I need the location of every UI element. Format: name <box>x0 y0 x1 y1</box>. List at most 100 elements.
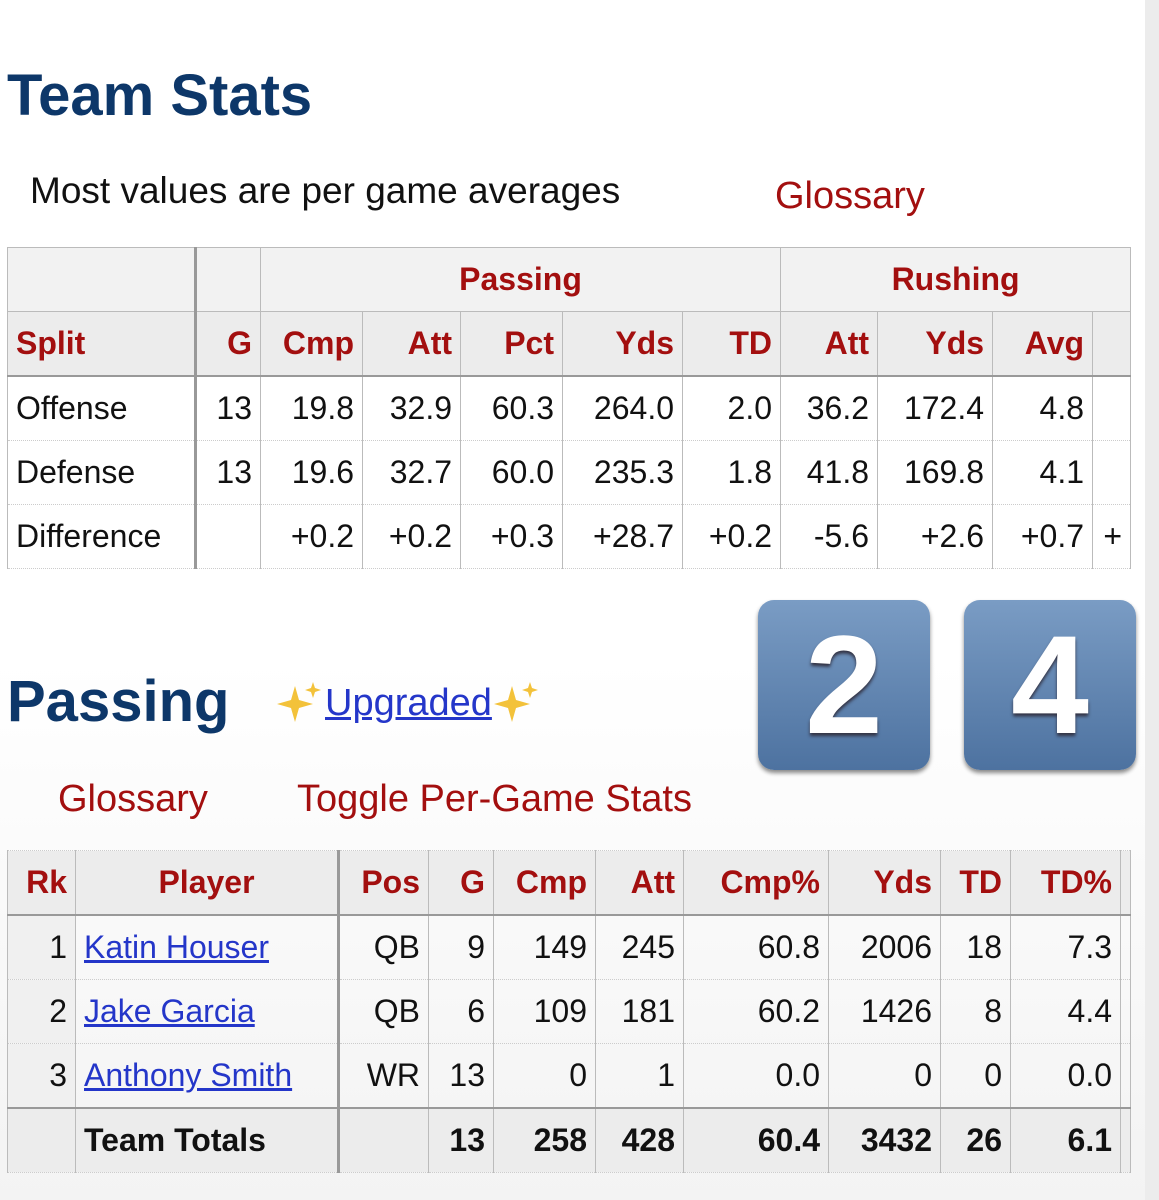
cell: 235.3 <box>562 440 683 505</box>
cell: 2.0 <box>681 375 782 441</box>
header-cell: TD% <box>1010 850 1121 916</box>
cell: +0.2 <box>362 504 461 569</box>
sparkle-icon <box>277 682 321 722</box>
cell: +28.7 <box>562 504 683 569</box>
cell: 60.2 <box>683 979 829 1044</box>
cell: -5.6 <box>780 504 879 569</box>
cell <box>1092 375 1132 441</box>
cell: 19.8 <box>260 375 363 441</box>
data-row: Offense 13 19.8 32.9 60.3 264.0 2.0 36.2 172.4 4.… <box>7 375 1132 441</box>
cell: Defense <box>7 440 197 505</box>
cell <box>1120 979 1131 1044</box>
upgraded-link[interactable]: Upgraded <box>325 681 492 724</box>
header-cell: Pos <box>338 850 429 916</box>
cell: 32.9 <box>362 375 461 441</box>
totals-row: Team Totals 13 258 428 60.4 3432 26 6.1 <box>7 1107 1131 1173</box>
cell: 1 <box>7 914 76 980</box>
cell: 3432 <box>828 1107 941 1173</box>
cell <box>338 1107 429 1173</box>
cell: 169.8 <box>877 440 994 505</box>
data-row: 3 Anthony Smith WR 13 0 1 0.0 0 0 0.0 <box>7 1043 1131 1109</box>
cell: 13 <box>428 1107 494 1173</box>
cell: +2.6 <box>877 504 994 569</box>
cell: +0.2 <box>260 504 363 569</box>
note: Most values are per game averages <box>30 170 621 211</box>
cell: 428 <box>595 1107 684 1173</box>
cell: 8 <box>940 979 1011 1044</box>
cell: 6 <box>428 979 494 1044</box>
cell: 18 <box>940 914 1011 980</box>
sparkle-icon <box>493 682 538 722</box>
cell: 1.8 <box>681 440 782 505</box>
cell <box>195 504 261 569</box>
section-title: Passing <box>7 669 230 734</box>
cell: Offense <box>7 375 197 441</box>
header-cell: G <box>195 311 261 377</box>
cell: 1 <box>595 1043 684 1109</box>
cell: 4.8 <box>992 375 1094 441</box>
player-link[interactable]: Jake Garcia <box>84 993 255 1029</box>
cell: 172.4 <box>877 375 994 441</box>
cell: 60.8 <box>683 914 829 980</box>
header-cell: Cmp <box>260 311 363 377</box>
cell: WR <box>338 1043 429 1109</box>
upgraded: Upgraded <box>275 680 542 726</box>
cell <box>7 1107 76 1173</box>
team-stats-table: Passing Rushing Split G Cmp Att Pct Yds TD Att Y… <box>7 247 1132 569</box>
player-link[interactable]: Anthony Smith <box>84 1057 293 1093</box>
glossary-link[interactable]: Glossary <box>775 175 925 217</box>
cell: 245 <box>595 914 684 980</box>
group-row: Passing Rushing <box>7 247 1132 312</box>
cell <box>1120 1107 1131 1173</box>
header-cell: G <box>428 850 494 916</box>
badge: 2 <box>758 600 930 770</box>
header-cell: Yds <box>562 311 683 377</box>
cell: +0.3 <box>460 504 563 569</box>
header-cell: Player <box>75 850 340 916</box>
header-row: Split G Cmp Att Pct Yds TD Att Yds Avg <box>7 311 1132 377</box>
cell: 4.1 <box>992 440 1094 505</box>
cell: 109 <box>493 979 596 1044</box>
cell: +0.2 <box>681 504 782 569</box>
cell: Difference <box>7 504 197 569</box>
toggle-link[interactable]: Toggle Per-Game Stats <box>297 778 692 820</box>
cell: 181 <box>595 979 684 1044</box>
group-header: Rushing <box>780 247 1132 312</box>
header-cell: Pct <box>460 311 563 377</box>
passing-table: Rk Player Pos G Cmp Att Cmp% Yds TD TD% 1 Katin Hou… <box>7 850 1131 1173</box>
cell: 36.2 <box>780 375 879 441</box>
data-row: 1 Katin Houser QB 9 149 245 60.8 2006 18 7.3 <box>7 914 1131 980</box>
cell <box>7 247 197 312</box>
header-cell: Split <box>7 311 197 377</box>
header-cell <box>1120 850 1131 916</box>
scrollbar <box>1145 0 1159 1200</box>
header-cell: Yds <box>828 850 941 916</box>
header-cell: Att <box>780 311 879 377</box>
header-cell: TD <box>940 850 1011 916</box>
glossary-link[interactable]: Glossary <box>58 778 208 820</box>
cell: 149 <box>493 914 596 980</box>
header-cell: Rk <box>7 850 76 916</box>
cell: 258 <box>493 1107 596 1173</box>
cell: QB <box>338 979 429 1044</box>
badge: 4 <box>964 600 1136 770</box>
cell: +0.7 <box>992 504 1094 569</box>
cell: 0 <box>828 1043 941 1109</box>
cell: 9 <box>428 914 494 980</box>
cell: 1426 <box>828 979 941 1044</box>
player-link[interactable]: Katin Houser <box>84 929 269 965</box>
cell: 264.0 <box>562 375 683 441</box>
cell: 2006 <box>828 914 941 980</box>
cell: 60.0 <box>460 440 563 505</box>
header-row: Rk Player Pos G Cmp Att Cmp% Yds TD TD% <box>7 850 1131 916</box>
cell: 7.3 <box>1010 914 1121 980</box>
cell: 60.4 <box>683 1107 829 1173</box>
cell: 0 <box>493 1043 596 1109</box>
cell <box>1120 914 1131 980</box>
header-cell: Avg <box>992 311 1094 377</box>
cell <box>1092 440 1132 505</box>
cell: 41.8 <box>780 440 879 505</box>
cell: 26 <box>940 1107 1011 1173</box>
cell: 3 <box>7 1043 76 1109</box>
